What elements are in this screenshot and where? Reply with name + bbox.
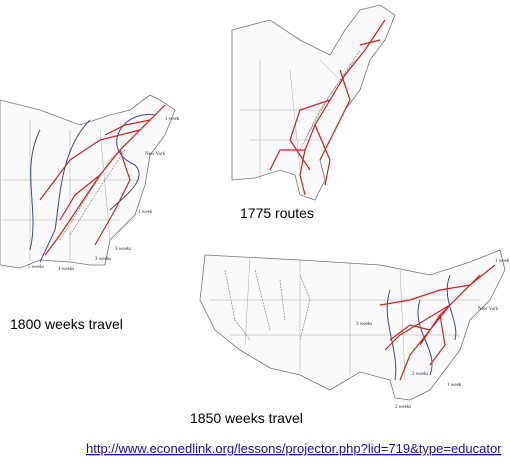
map-label: 1 week: [447, 383, 462, 388]
map-label: 1 week: [495, 259, 510, 264]
map-label: New York: [478, 307, 499, 312]
map-1800: 1 week New York 1 week 3 weeks 3 weeks 5…: [0, 94, 180, 272]
map-label: 4 weeks: [58, 267, 74, 272]
map-label: 2 weeks: [395, 405, 411, 410]
map-label: New York: [145, 152, 166, 157]
mountains: [224, 269, 311, 341]
borders: [210, 257, 480, 381]
map-caption: 1775 routes: [240, 205, 314, 221]
routes: [379, 264, 496, 381]
source-link[interactable]: http://www.econedlink.org/lessons/projec…: [86, 441, 502, 456]
routes: [269, 19, 386, 196]
map-1850: 1 week New York 3 weeks 2 weeks 1 week 2…: [199, 249, 510, 410]
mountains: [299, 49, 361, 151]
routes: [39, 104, 166, 256]
travel-time-lines: [386, 274, 457, 381]
borders: [0, 120, 140, 260]
map-label: 3 weeks: [115, 247, 131, 252]
map-caption: 1800 weeks travel: [10, 316, 123, 332]
land: [199, 249, 506, 401]
travel-time-lines: [29, 114, 156, 263]
borders: [240, 59, 351, 180]
map-label: 3 weeks: [95, 257, 111, 262]
map-label: 2 weeks: [412, 372, 428, 377]
map-label: 5 weeks: [28, 265, 44, 270]
map-label: 1 week: [165, 117, 180, 122]
map-label: 1 week: [138, 210, 153, 215]
map-label: 3 weeks: [356, 322, 372, 327]
land: [231, 4, 396, 201]
map-caption: 1850 weeks travel: [190, 410, 303, 426]
map-1775: [231, 4, 396, 201]
